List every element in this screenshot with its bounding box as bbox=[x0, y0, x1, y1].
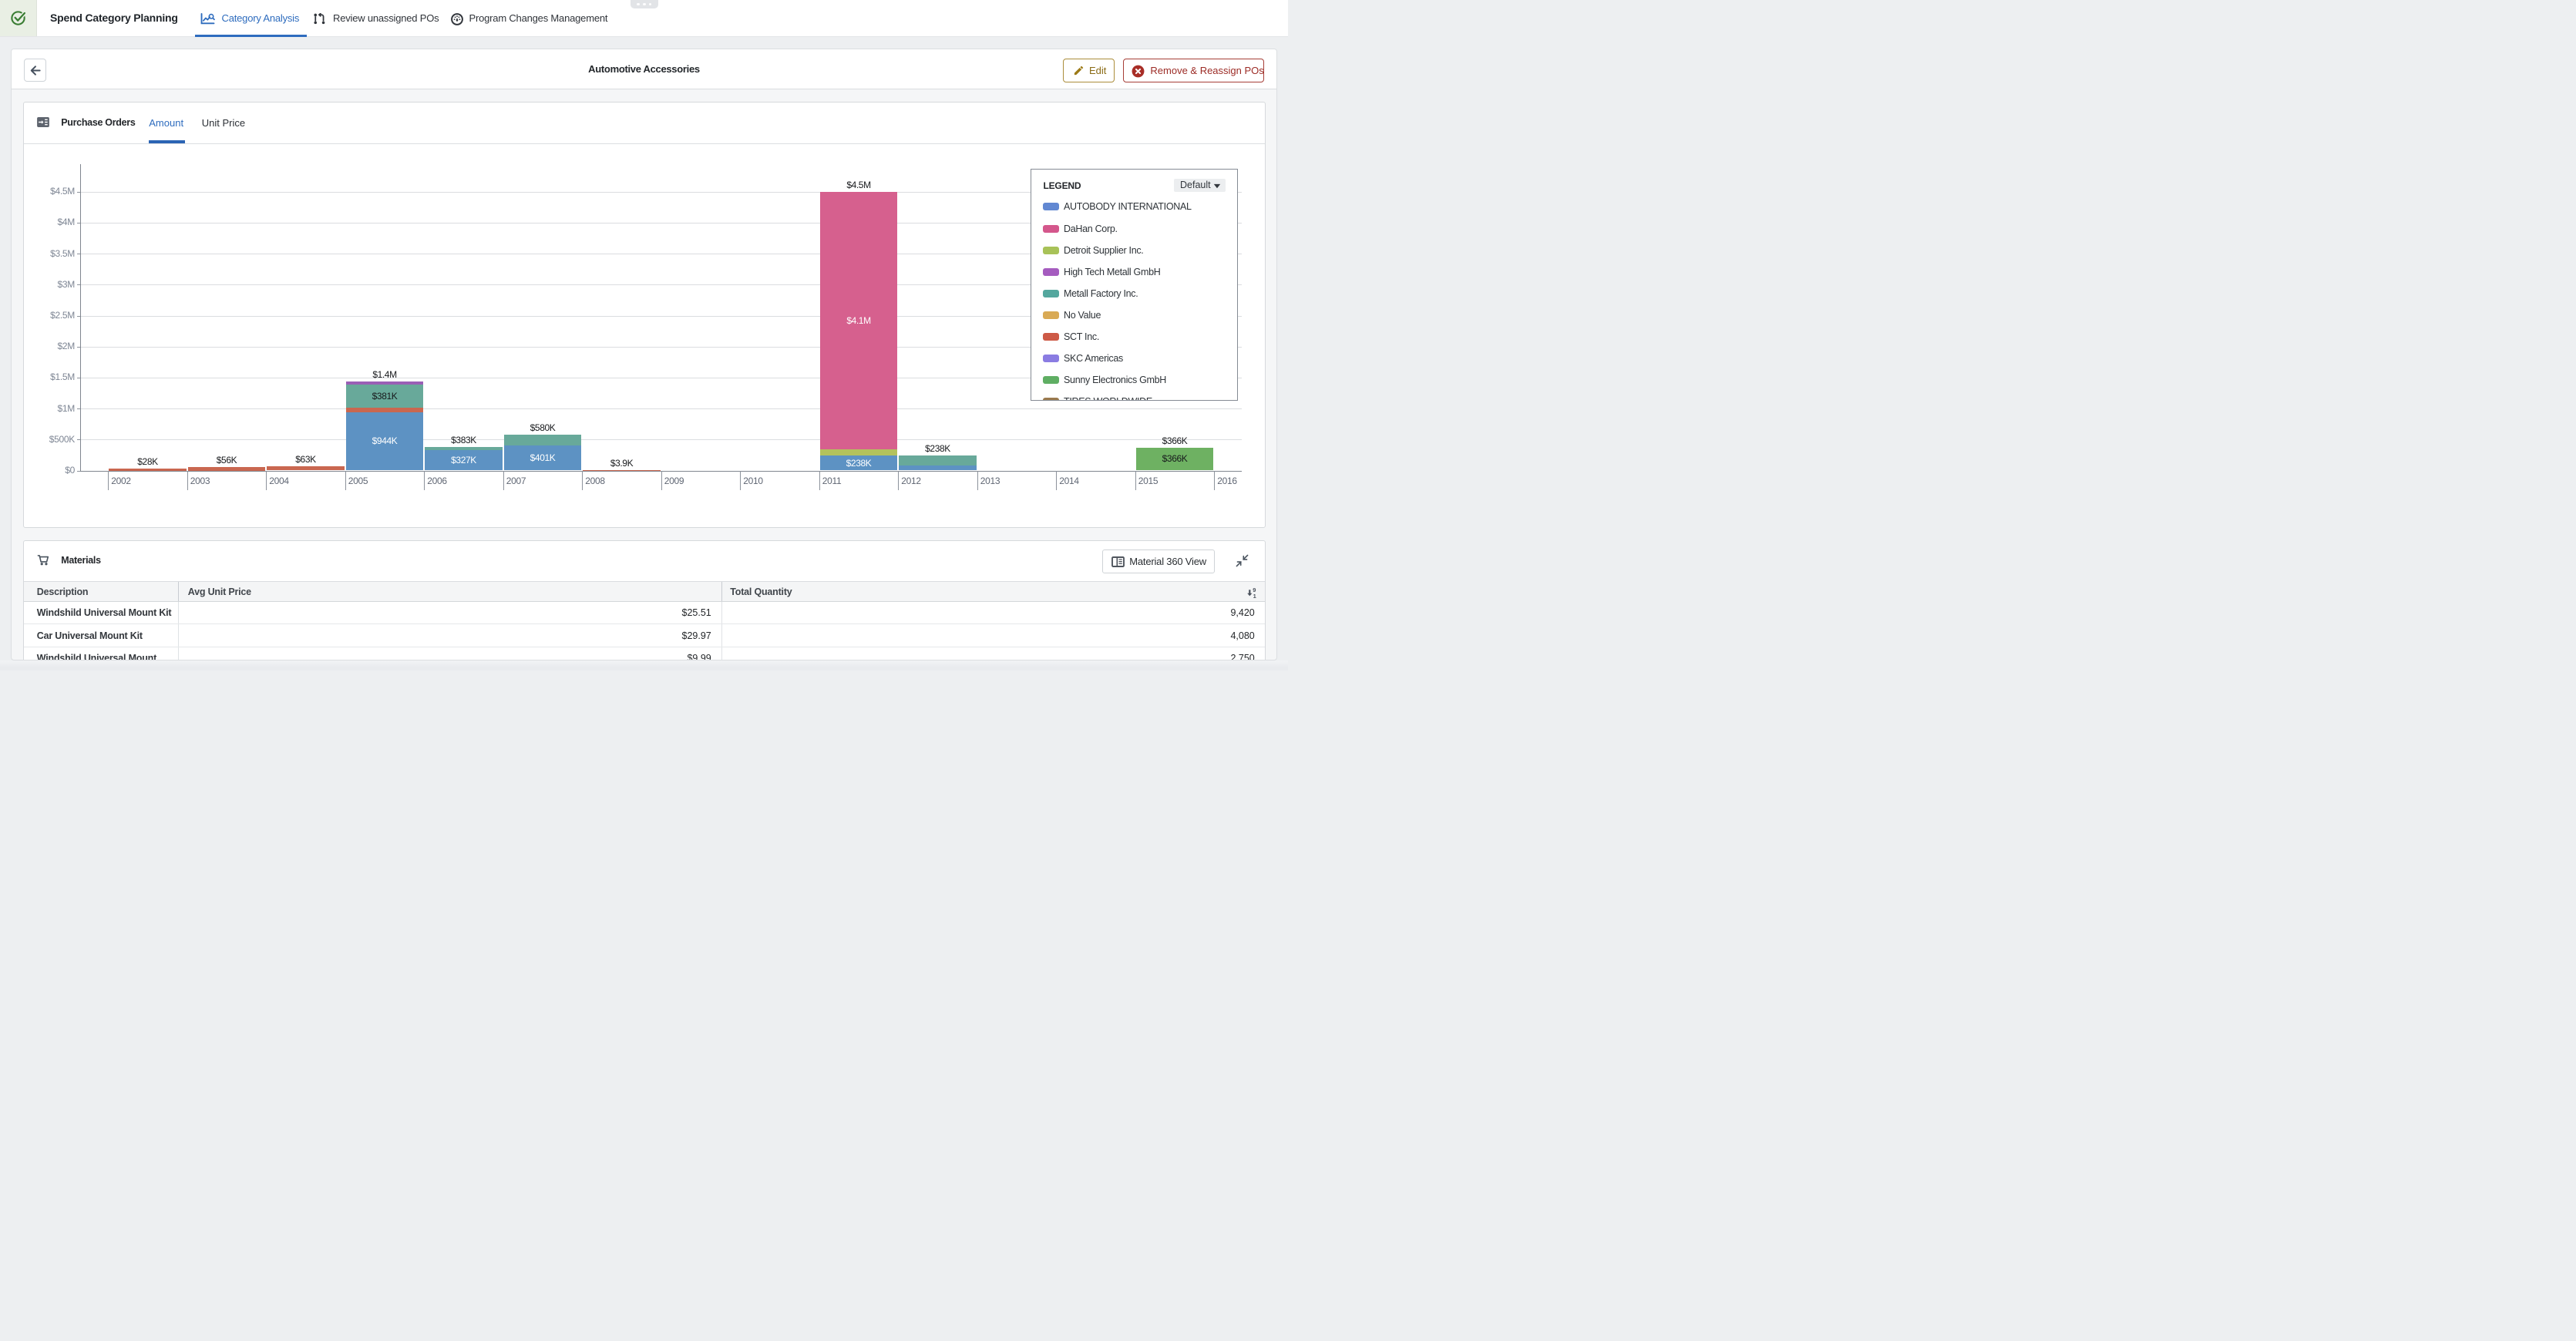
svg-text:1: 1 bbox=[1253, 593, 1256, 599]
svg-text:9: 9 bbox=[1253, 586, 1256, 593]
